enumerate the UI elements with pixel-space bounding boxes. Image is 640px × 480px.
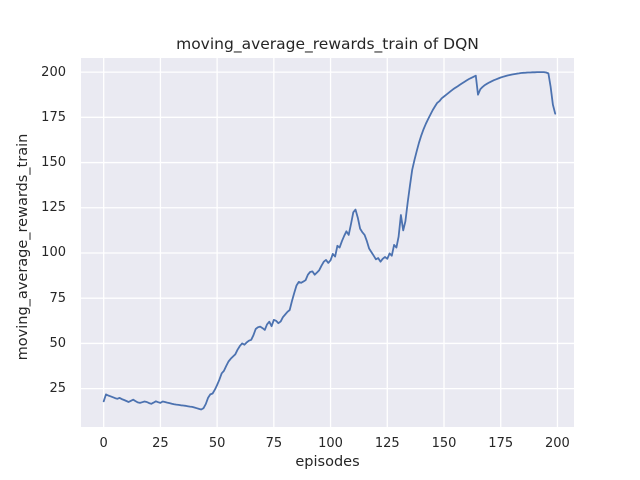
x-tick-label: 25: [152, 436, 169, 451]
x-tick-label: 50: [208, 436, 226, 451]
plot-area: [81, 58, 574, 427]
x-tick-label: 150: [431, 436, 457, 451]
y-tick-label: 25: [49, 381, 66, 397]
chart-title: moving_average_rewards_train of DQN: [176, 35, 479, 53]
x-tick-label: 100: [318, 436, 343, 451]
y-tick-label: 150: [41, 155, 66, 171]
x-tick-label: 0: [99, 436, 108, 451]
y-tick-label: 100: [41, 245, 66, 261]
x-tick-label: 200: [545, 436, 570, 451]
y-tick-label: 75: [49, 290, 66, 306]
x-axis-label: episodes: [295, 454, 360, 470]
y-tick-label: 50: [49, 335, 66, 351]
line-chart-canvas: [81, 58, 574, 427]
y-tick-label: 175: [41, 109, 66, 125]
x-tick-label: 75: [265, 436, 283, 451]
y-tick-label: 200: [41, 64, 66, 80]
x-tick-label: 175: [488, 436, 514, 451]
reward-line-series: [102, 71, 557, 411]
y-tick-label: 125: [41, 200, 66, 216]
x-tick-label: 125: [374, 436, 400, 451]
